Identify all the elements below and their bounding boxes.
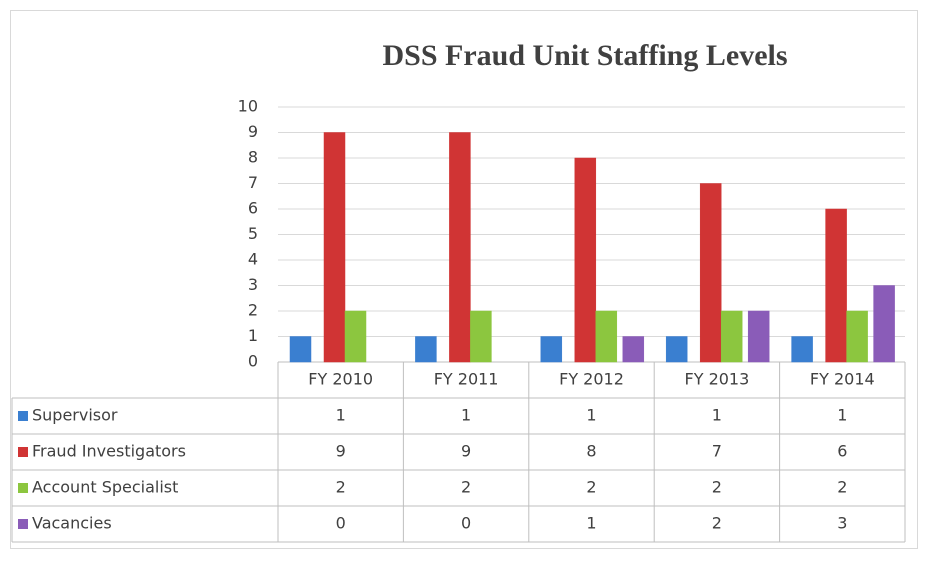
y-tick-label: 2	[248, 301, 258, 320]
table-cell: 9	[336, 442, 346, 461]
table-cell: 1	[461, 406, 471, 425]
table-cell: 8	[586, 442, 596, 461]
table-cell: 7	[712, 442, 722, 461]
bar	[415, 336, 437, 363]
table-cell: 1	[586, 514, 596, 533]
y-tick-label: 5	[248, 224, 258, 243]
legend-swatch	[18, 519, 28, 529]
x-tick-label: FY 2011	[434, 370, 499, 389]
chart-title: DSS Fraud Unit Staffing Levels	[382, 39, 787, 72]
legend-swatch	[18, 447, 28, 457]
bar	[699, 183, 722, 363]
bar	[449, 132, 471, 363]
legend-label: Supervisor	[32, 406, 118, 425]
y-tick-label: 6	[248, 199, 258, 218]
y-tick-label: 1	[248, 326, 258, 345]
legend-label: Vacancies	[32, 514, 112, 533]
table-cell: 6	[837, 442, 847, 461]
bar	[574, 157, 597, 363]
y-tick-label: 8	[248, 148, 258, 167]
bar	[720, 310, 743, 363]
bar	[595, 310, 618, 363]
legend-swatch	[18, 483, 28, 493]
bar	[825, 208, 847, 363]
bar	[873, 285, 895, 363]
y-tick-label: 4	[248, 250, 258, 269]
legend-swatch	[18, 411, 28, 421]
table-cell: 2	[712, 478, 722, 497]
table-cell: 3	[837, 514, 847, 533]
table-cell: 2	[712, 514, 722, 533]
bar	[323, 132, 346, 363]
legend-label: Account Specialist	[32, 478, 178, 497]
legend-label: Fraud Investigators	[32, 442, 186, 461]
table-cell: 2	[336, 478, 346, 497]
x-tick-label: FY 2012	[559, 370, 624, 389]
y-tick-label: 7	[248, 173, 258, 192]
bar	[344, 310, 367, 363]
bar	[540, 336, 563, 363]
bar	[747, 310, 770, 363]
bar	[622, 336, 645, 363]
bar	[846, 310, 868, 363]
table-cell: 1	[586, 406, 596, 425]
table-cell: 2	[461, 478, 471, 497]
table-cell: 2	[837, 478, 847, 497]
table-cell: 0	[336, 514, 346, 533]
x-tick-label: FY 2010	[308, 370, 373, 389]
bar	[289, 336, 312, 363]
x-tick-label: FY 2013	[685, 370, 750, 389]
bar	[470, 310, 492, 363]
x-tick-label: FY 2014	[810, 370, 875, 389]
y-tick-label: 3	[248, 275, 258, 294]
y-tick-label: 10	[238, 97, 258, 116]
bar	[791, 336, 813, 363]
bar	[665, 336, 688, 363]
table-cell: 1	[336, 406, 346, 425]
table-cell: 2	[586, 478, 596, 497]
table-cell: 0	[461, 514, 471, 533]
y-tick-label: 0	[248, 352, 258, 371]
y-tick-label: 9	[248, 122, 258, 141]
table-cell: 1	[837, 406, 847, 425]
table-cell: 9	[461, 442, 471, 461]
table-cell: 1	[712, 406, 722, 425]
